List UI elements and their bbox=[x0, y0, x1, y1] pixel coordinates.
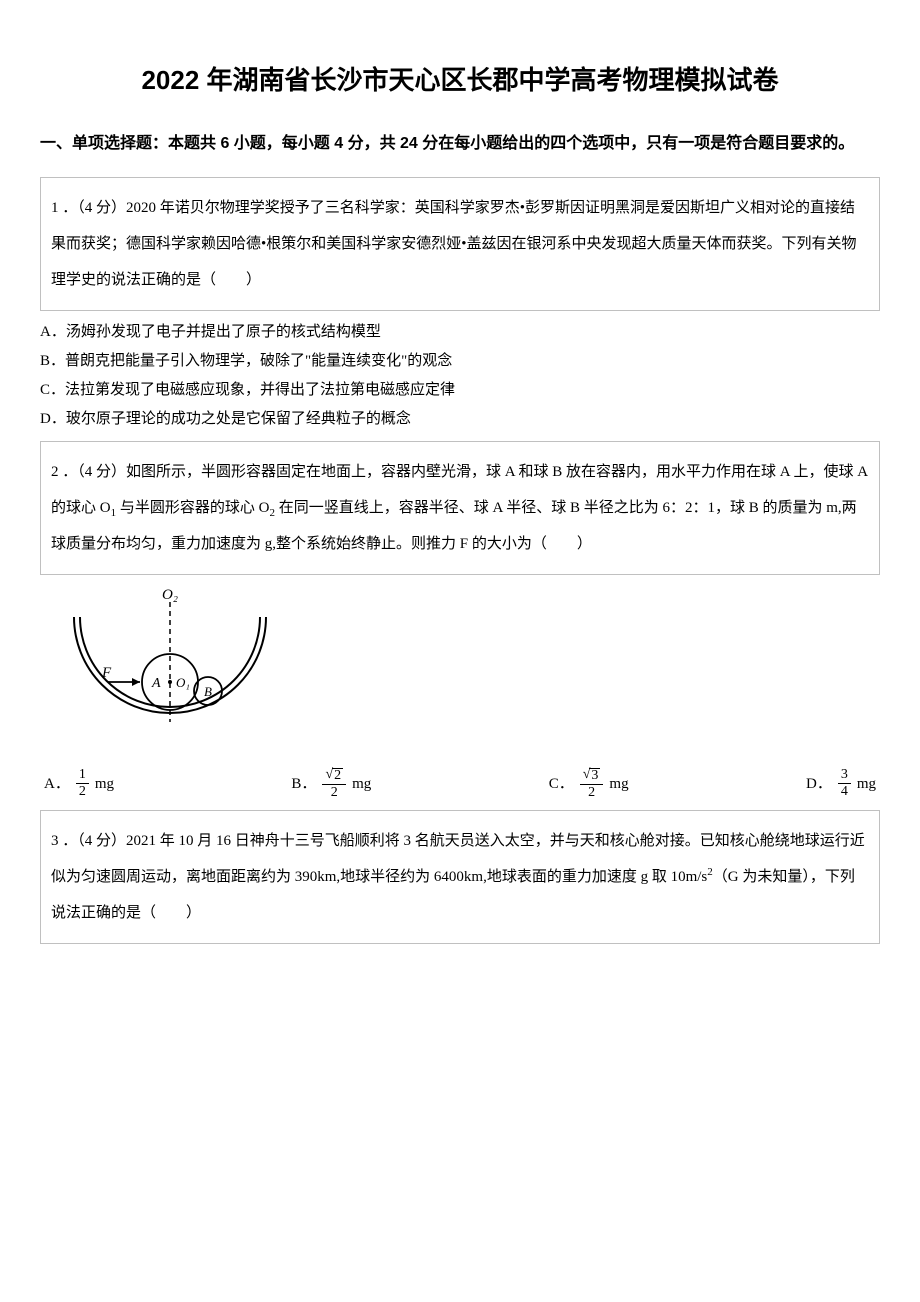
diagram-label-f: F bbox=[101, 665, 112, 681]
q2-d-label: D． bbox=[806, 772, 832, 796]
q2-stem: 2 ．（4 分）如图所示，半圆形容器固定在地面上，容器内壁光滑，球 A 和球 B… bbox=[40, 441, 880, 575]
q1-stem: 1 ．（4 分）2020 年诺贝尔物理学奖授予了三名科学家：英国科学家罗杰•彭罗… bbox=[40, 177, 880, 311]
q2-c-den: 2 bbox=[585, 785, 598, 800]
q2-b-num: √2 bbox=[322, 768, 346, 785]
q2-diagram: O₂ A O₁ B F bbox=[60, 587, 880, 756]
q2-choice-a: A． 1 2 mg bbox=[44, 768, 114, 800]
q2-b-frac: √2 2 bbox=[322, 768, 346, 800]
q2-choice-d: D． 3 4 mg bbox=[806, 768, 876, 800]
q2-d-den: 4 bbox=[838, 784, 851, 799]
q2-a-label: A． bbox=[44, 772, 70, 796]
q2-d-suffix: mg bbox=[857, 772, 876, 796]
q2-a-suffix: mg bbox=[95, 772, 114, 796]
q2-b-suffix: mg bbox=[352, 772, 371, 796]
diagram-label-b: B bbox=[204, 684, 212, 699]
q2-a-frac: 1 2 bbox=[76, 768, 89, 799]
q3-stem: 3 ．（4 分）2021 年 10 月 16 日神舟十三号飞船顺利将 3 名航天… bbox=[40, 810, 880, 944]
q2-b-label: B． bbox=[291, 772, 316, 796]
q2-choice-b: B． √2 2 mg bbox=[291, 768, 371, 800]
q2-c-frac: √3 2 bbox=[580, 768, 604, 800]
q2-d-num: 3 bbox=[838, 768, 851, 784]
q1-choices: A．汤姆孙发现了电子并提出了原子的核式结构模型 B．普朗克把能量子引入物理学，破… bbox=[40, 319, 880, 433]
q2-choices: A． 1 2 mg B． √2 2 mg C． √3 2 mg D． 3 4 m… bbox=[40, 768, 880, 800]
q1-choice-b: B．普朗克把能量子引入物理学，破除了"能量连续变化"的观念 bbox=[40, 348, 880, 375]
section-header: 一、单项选择题：本题共 6 小题，每小题 4 分，共 24 分在每小题给出的四个… bbox=[40, 126, 880, 161]
q1-choice-d: D．玻尔原子理论的成功之处是它保留了经典粒子的概念 bbox=[40, 406, 880, 433]
diagram-label-a: A bbox=[151, 676, 161, 691]
q1-choice-c: C．法拉第发现了电磁感应现象，并得出了法拉第电磁感应定律 bbox=[40, 377, 880, 404]
q2-stem-text2: 与半圆形容器的球心 O bbox=[116, 500, 269, 516]
q2-d-frac: 3 4 bbox=[838, 768, 851, 799]
q2-choice-c: C． √3 2 mg bbox=[549, 768, 629, 800]
q2-c-label: C． bbox=[549, 772, 574, 796]
q2-a-den: 2 bbox=[76, 784, 89, 799]
q2-c-suffix: mg bbox=[609, 772, 628, 796]
diagram-label-o1: O₁ bbox=[176, 675, 190, 690]
page-title: 2022 年湖南省长沙市天心区长郡中学高考物理模拟试卷 bbox=[40, 60, 880, 102]
diagram-label-o2: O₂ bbox=[162, 587, 178, 603]
q2-c-num: √3 bbox=[580, 768, 604, 785]
q2-b-den: 2 bbox=[328, 785, 341, 800]
q1-choice-a: A．汤姆孙发现了电子并提出了原子的核式结构模型 bbox=[40, 319, 880, 346]
q2-a-num: 1 bbox=[76, 768, 89, 784]
